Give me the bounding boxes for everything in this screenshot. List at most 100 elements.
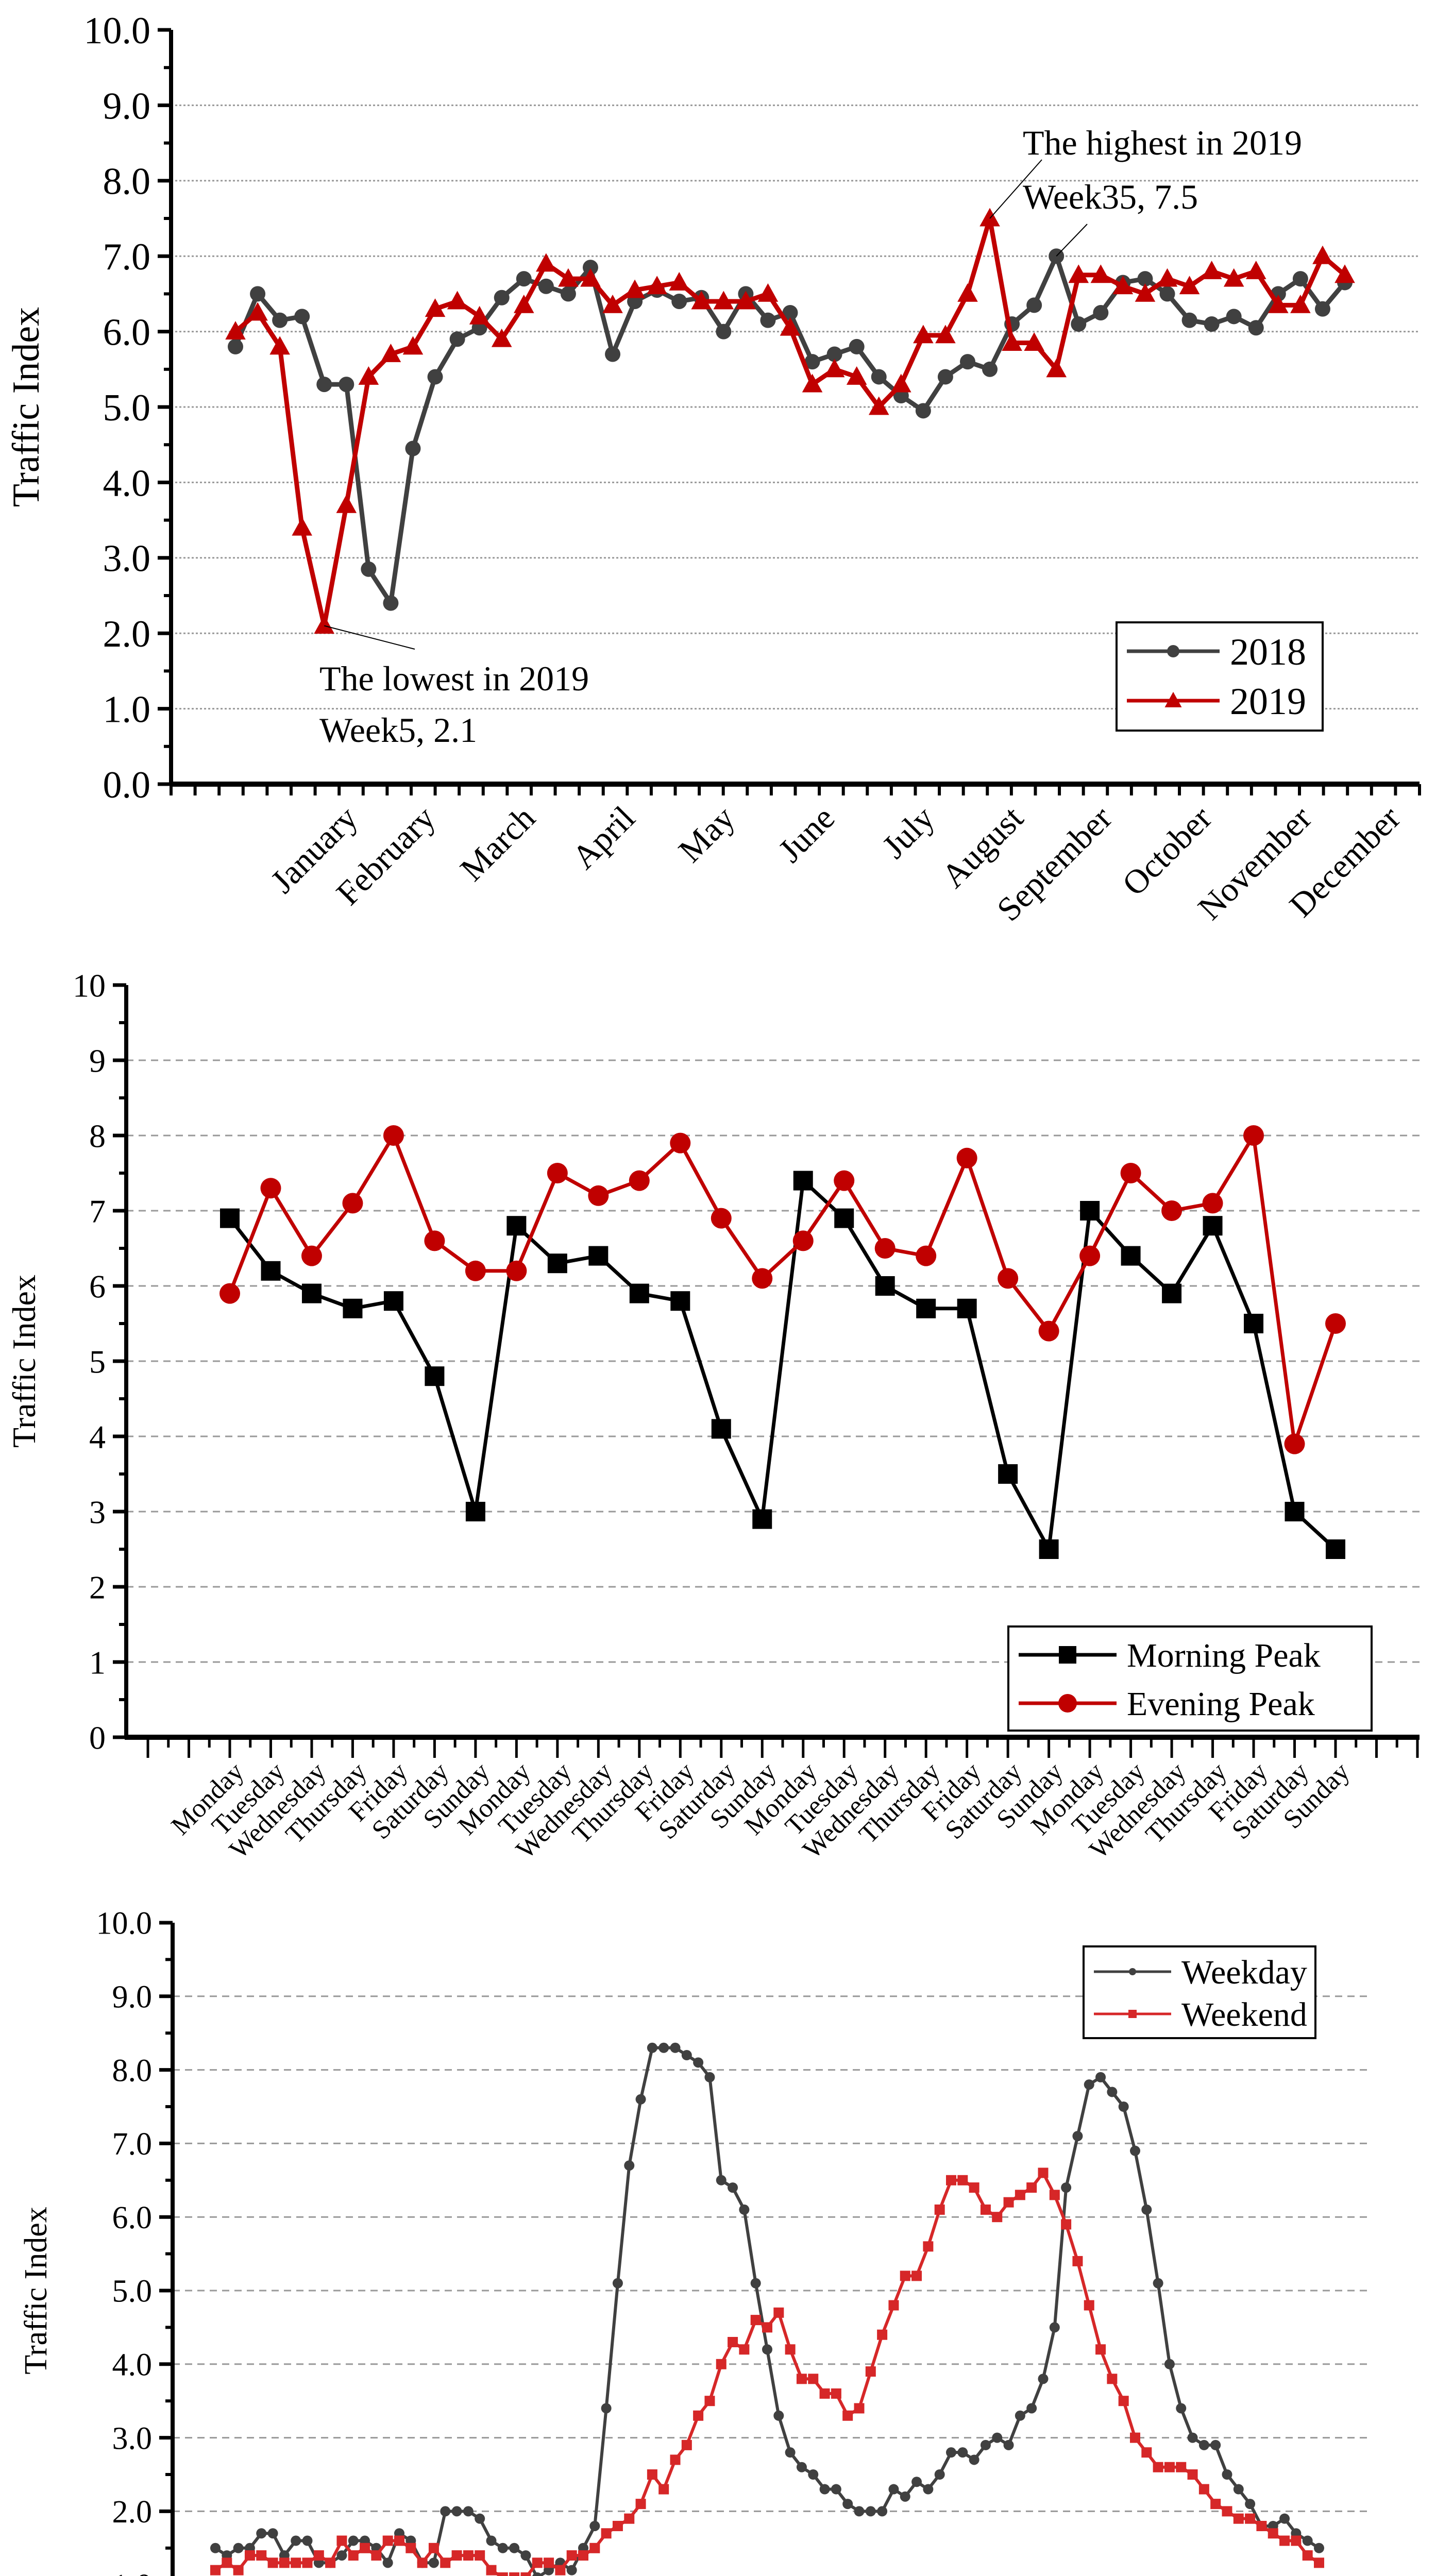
data-point — [1153, 2278, 1163, 2289]
data-point — [475, 2550, 485, 2561]
data-point — [782, 305, 798, 320]
data-point — [1210, 2439, 1221, 2450]
data-point — [923, 2484, 934, 2495]
annotation-leader — [1056, 224, 1088, 257]
y-tick-label: 0 — [89, 1719, 106, 1756]
data-point — [486, 2535, 497, 2546]
data-point — [957, 2447, 968, 2458]
data-point — [486, 2565, 497, 2575]
data-point — [946, 2447, 956, 2458]
data-point — [1121, 1246, 1141, 1266]
data-point — [923, 2241, 934, 2252]
data-point — [560, 286, 576, 302]
x-tick-label: May — [671, 799, 742, 870]
data-point — [693, 2057, 704, 2068]
data-point — [980, 2439, 991, 2450]
series-morning-peak — [220, 1171, 1345, 1559]
data-point — [773, 2410, 784, 2421]
data-point — [1118, 2102, 1129, 2112]
data-point — [1141, 2447, 1152, 2458]
y-tick-label: 7 — [89, 1193, 106, 1229]
data-point — [555, 2565, 566, 2575]
data-point — [497, 2572, 508, 2576]
data-point — [1159, 286, 1175, 302]
data-point — [957, 283, 978, 302]
data-point — [681, 2050, 692, 2061]
data-point — [1049, 2190, 1060, 2200]
legend-marker — [1167, 645, 1179, 657]
data-point — [316, 377, 332, 393]
data-point — [1164, 2359, 1175, 2369]
data-point — [735, 291, 756, 310]
data-point — [547, 1253, 567, 1274]
data-point — [1284, 1433, 1305, 1454]
data-point — [494, 290, 510, 306]
data-point — [992, 2212, 1003, 2223]
data-point — [969, 2182, 979, 2193]
data-point — [1291, 2535, 1302, 2546]
data-point — [513, 294, 534, 313]
data-point — [1268, 2528, 1278, 2539]
data-point — [1024, 332, 1044, 351]
data-point — [424, 1230, 445, 1251]
data-point — [629, 1170, 650, 1191]
y-tick-label: 7.0 — [112, 2127, 153, 2162]
data-point — [339, 377, 354, 393]
data-point — [588, 1246, 609, 1266]
data-point — [849, 338, 865, 354]
data-point — [292, 517, 312, 536]
data-point — [336, 494, 357, 513]
data-point — [871, 369, 887, 385]
data-point — [394, 2535, 404, 2546]
data-point — [301, 1283, 322, 1303]
data-point — [982, 361, 998, 377]
legend-marker — [1059, 1646, 1076, 1664]
data-point — [302, 2535, 313, 2546]
hourly-traffic-chart: 0.01.02.03.04.05.06.07.08.09.010.0Traffi… — [0, 1896, 1436, 2576]
data-point — [854, 2403, 865, 2414]
data-point — [1204, 316, 1220, 332]
y-tick-label: 9.0 — [112, 1980, 153, 2015]
data-point — [233, 2565, 244, 2575]
data-point — [1118, 2396, 1129, 2406]
data-point — [762, 2322, 772, 2333]
data-point — [547, 1163, 568, 1183]
data-point — [739, 2204, 750, 2215]
data-point — [343, 1298, 363, 1318]
data-point — [969, 2454, 979, 2465]
data-point — [219, 1283, 240, 1304]
data-point — [888, 2484, 899, 2495]
weekly-traffic-plot: 0.0 1.0 2.0 3.0 4.0 5.0 6.0 7.0 8.0 9.0 10.0 Traffi… — [5, 10, 1421, 928]
data-point — [220, 1208, 240, 1228]
annotation-highest-value: Week35, 7.5 — [1023, 177, 1198, 216]
data-point — [1003, 2197, 1014, 2208]
data-point — [269, 336, 290, 355]
data-point — [1026, 297, 1042, 313]
data-point — [739, 2344, 750, 2355]
data-point — [1061, 2182, 1072, 2193]
data-point — [1135, 283, 1156, 302]
data-point — [1068, 264, 1089, 283]
data-point — [1179, 276, 1200, 295]
data-point — [716, 324, 732, 340]
data-point — [260, 1178, 281, 1199]
data-point — [792, 1230, 814, 1251]
data-point — [808, 2374, 819, 2384]
y-tick-label: 0.0 — [103, 764, 151, 806]
data-point — [589, 2520, 600, 2531]
data-point — [451, 2550, 462, 2561]
data-point — [1026, 2182, 1037, 2193]
data-point — [647, 276, 667, 295]
data-point — [819, 2484, 830, 2495]
data-point — [279, 2557, 290, 2568]
data-point — [750, 2278, 761, 2289]
data-point — [1312, 245, 1333, 264]
data-point — [913, 325, 934, 344]
data-point — [1325, 1313, 1346, 1334]
data-point — [716, 2175, 727, 2185]
data-point — [544, 2557, 554, 2568]
data-point — [877, 2506, 888, 2517]
series-line — [214, 2046, 1320, 2576]
y-tick-label: 4.0 — [103, 462, 151, 504]
data-point — [509, 2543, 520, 2553]
